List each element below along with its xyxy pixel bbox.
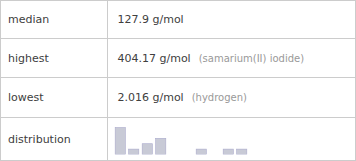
table-rule xyxy=(0,160,356,161)
row-value: 2.016 g/mol xyxy=(118,91,184,104)
row-value: 404.17 g/mol xyxy=(118,52,191,65)
bar xyxy=(237,149,247,154)
table-rule xyxy=(0,0,356,1)
row-note: (hydrogen) xyxy=(192,92,247,103)
table-rule xyxy=(0,117,356,118)
row-label: highest xyxy=(8,52,49,65)
row-note: (samarium(II) iodide) xyxy=(199,53,304,64)
row-value: 127.9 g/mol xyxy=(118,13,184,26)
bar xyxy=(129,149,139,154)
histogram xyxy=(115,128,247,155)
row-label: distribution xyxy=(8,133,71,146)
bar xyxy=(196,149,206,154)
bar xyxy=(183,154,193,155)
table-rule xyxy=(0,1,1,161)
row-label: median xyxy=(8,13,49,26)
table-rule xyxy=(0,77,356,78)
bar xyxy=(169,154,179,155)
chart: median 127.9 g/mol highest 404.17 g/mol (sam… xyxy=(0,0,356,161)
bar xyxy=(156,138,166,154)
bar xyxy=(142,144,152,155)
table-rule xyxy=(107,1,108,161)
bar xyxy=(210,154,220,155)
bar xyxy=(223,149,233,154)
row-label: lowest xyxy=(8,91,44,104)
table-rule xyxy=(355,1,356,161)
table-rule xyxy=(0,38,356,39)
bar xyxy=(115,128,125,155)
